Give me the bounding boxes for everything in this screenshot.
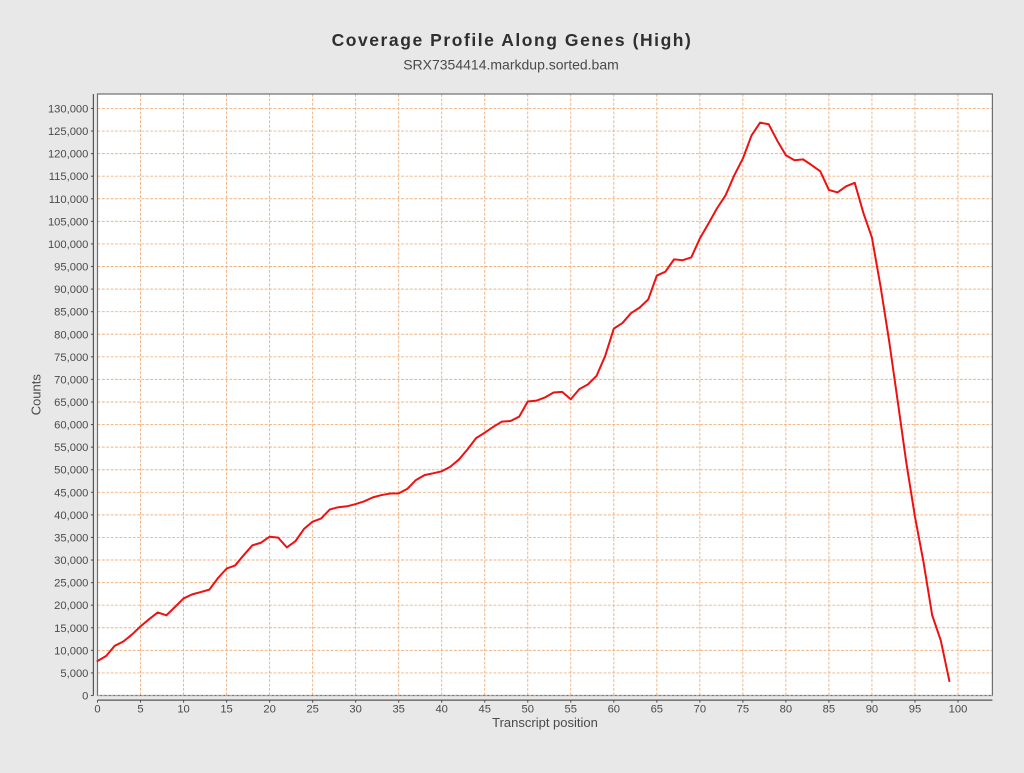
svg-text:125,000: 125,000: [48, 126, 88, 138]
svg-text:75,000: 75,000: [54, 352, 88, 364]
svg-text:10,000: 10,000: [54, 645, 88, 657]
svg-text:100: 100: [949, 703, 968, 715]
svg-text:70,000: 70,000: [54, 374, 88, 386]
svg-text:95,000: 95,000: [54, 262, 88, 274]
svg-text:0: 0: [94, 703, 100, 715]
svg-text:20: 20: [263, 703, 275, 715]
svg-text:45: 45: [478, 703, 490, 715]
svg-text:10: 10: [177, 703, 189, 715]
svg-text:45,000: 45,000: [54, 487, 88, 499]
svg-text:130,000: 130,000: [48, 103, 88, 115]
svg-text:50,000: 50,000: [54, 465, 88, 477]
svg-text:0: 0: [82, 691, 88, 703]
svg-text:5: 5: [137, 703, 143, 715]
svg-text:70: 70: [694, 703, 706, 715]
svg-text:90: 90: [866, 703, 878, 715]
svg-text:30: 30: [349, 703, 361, 715]
svg-text:SRX7354414.markdup.sorted.bam: SRX7354414.markdup.sorted.bam: [403, 57, 619, 73]
svg-text:35,000: 35,000: [54, 532, 88, 544]
svg-text:Coverage Profile Along Genes (: Coverage Profile Along Genes (High): [332, 30, 693, 50]
svg-text:110,000: 110,000: [49, 194, 89, 206]
svg-text:65: 65: [651, 703, 663, 715]
svg-text:40: 40: [435, 703, 447, 715]
svg-text:20,000: 20,000: [54, 600, 88, 612]
svg-text:55,000: 55,000: [54, 442, 88, 454]
svg-text:60: 60: [608, 703, 620, 715]
svg-text:95: 95: [909, 703, 921, 715]
svg-text:50: 50: [522, 703, 534, 715]
svg-text:75: 75: [737, 703, 749, 715]
svg-text:15: 15: [220, 703, 232, 715]
svg-text:105,000: 105,000: [48, 216, 88, 228]
svg-text:5,000: 5,000: [60, 668, 88, 680]
svg-text:35: 35: [392, 703, 404, 715]
svg-text:30,000: 30,000: [54, 555, 88, 567]
svg-text:15,000: 15,000: [54, 623, 88, 635]
svg-text:80,000: 80,000: [54, 329, 88, 341]
svg-text:55: 55: [565, 703, 577, 715]
svg-text:65,000: 65,000: [54, 397, 88, 409]
svg-text:115,000: 115,000: [49, 171, 89, 183]
svg-text:25: 25: [306, 703, 318, 715]
svg-text:40,000: 40,000: [54, 510, 88, 522]
svg-text:Transcript position: Transcript position: [492, 715, 598, 730]
svg-text:Counts: Counts: [29, 374, 44, 416]
svg-text:90,000: 90,000: [54, 284, 88, 296]
svg-text:85: 85: [823, 703, 835, 715]
svg-text:85,000: 85,000: [54, 307, 88, 319]
svg-text:80: 80: [780, 703, 792, 715]
svg-text:25,000: 25,000: [54, 578, 88, 590]
svg-text:60,000: 60,000: [54, 420, 88, 432]
svg-text:100,000: 100,000: [48, 239, 88, 251]
svg-text:120,000: 120,000: [48, 149, 88, 161]
